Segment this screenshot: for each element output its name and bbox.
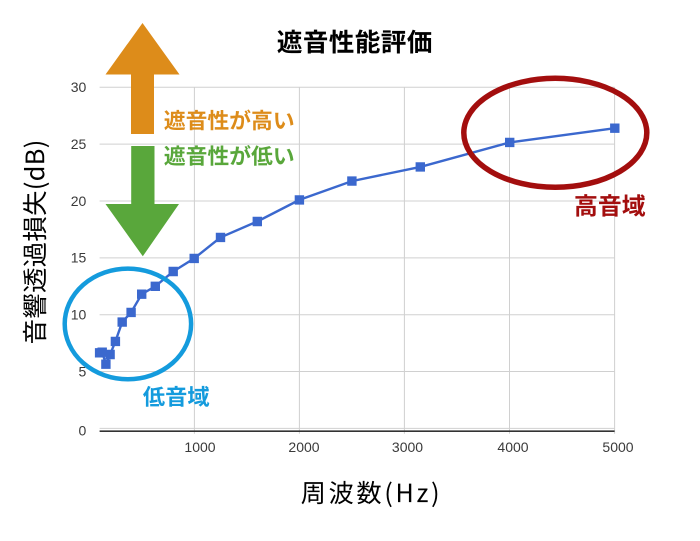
svg-text:5000: 5000 (602, 439, 633, 455)
svg-text:2000: 2000 (288, 439, 319, 455)
svg-text:4000: 4000 (497, 439, 528, 455)
svg-text:10: 10 (71, 307, 87, 323)
svg-text:0: 0 (79, 423, 87, 439)
svg-text:15: 15 (71, 250, 87, 266)
svg-text:5: 5 (79, 363, 87, 379)
svg-text:30: 30 (71, 79, 87, 95)
svg-text:25: 25 (71, 136, 87, 152)
svg-text:20: 20 (71, 193, 87, 209)
svg-text:1000: 1000 (184, 439, 215, 455)
svg-text:3000: 3000 (392, 439, 423, 455)
